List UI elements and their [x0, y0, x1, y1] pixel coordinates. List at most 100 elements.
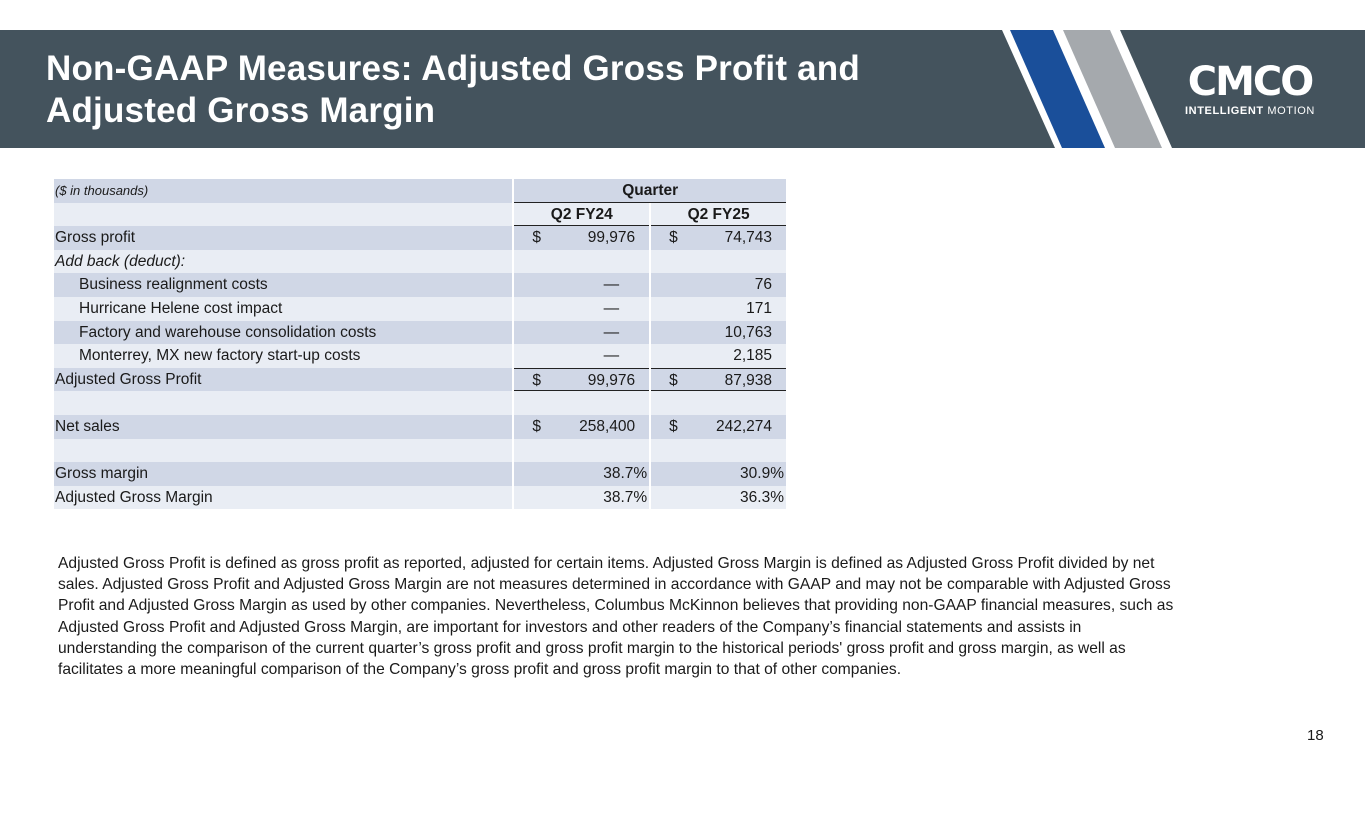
cell-value: 99,976 [587, 371, 636, 389]
blue-stripe [1010, 30, 1105, 148]
company-logo: CMCO INTELLIGENT MOTION [1185, 59, 1315, 117]
banner-right-panel [1120, 30, 1365, 148]
value-q2-fy24: — [514, 320, 650, 345]
footnote-line: Profit and Adjusted Gross Margin as used… [58, 597, 1174, 615]
currency-symbol: $ [669, 371, 678, 389]
value-q2-fy25: $74,743 [651, 226, 786, 250]
value-q2-fy25: 2,185 [651, 344, 787, 368]
footnote-line: understanding the comparison of the curr… [58, 639, 1126, 657]
row-label: Monterrey, MX new factory start-up costs [54, 344, 513, 368]
cell-value: 99,976 [587, 229, 636, 247]
title-line-2: Adjusted Gross Margin [46, 91, 436, 130]
footnote-line: sales. Adjusted Gross Profit and Adjuste… [58, 576, 1171, 594]
row-label: Adjusted Gross Profit [54, 367, 513, 392]
value-q2-fy25 [651, 438, 786, 463]
value-q2-fy25: 10,763 [651, 320, 787, 345]
footnote-paragraph: Adjusted Gross Profit is defined as gros… [58, 553, 1328, 680]
table-row: Net sales $258,400 $242,274 [54, 414, 786, 439]
banner-stripes [0, 30, 1365, 148]
currency-symbol: $ [532, 417, 541, 435]
cell-value: 38.7% [603, 465, 648, 483]
table-row: Gross profit $99,976 $74,743 [54, 226, 786, 250]
cell-value: 2,185 [733, 347, 773, 365]
row-label: Factory and warehouse consolidation cost… [54, 320, 513, 345]
table-row: Add back (deduct): [54, 249, 786, 274]
title-line-1: Non-GAAP Measures: Adjusted Gross Profit… [46, 49, 860, 88]
quarter-header: Quarter [514, 179, 786, 203]
table-header-row: ($ in thousands) Quarter [54, 179, 786, 203]
cell-value: — [603, 347, 620, 365]
row-label: Hurricane Helene cost impact [54, 296, 513, 321]
logo-tagline-bold: INTELLIGENT [1185, 105, 1264, 117]
row-label [54, 391, 513, 415]
row-label: Net sales [54, 414, 513, 439]
cell-value: 242,274 [715, 417, 772, 435]
banner-left-panel [0, 30, 1055, 148]
row-label: Adjusted Gross Margin [54, 485, 513, 510]
logo-tagline: INTELLIGENT MOTION [1185, 105, 1315, 117]
value-q2-fy24: — [514, 273, 650, 297]
table-column-header-row: Q2 FY24 Q2 FY25 [54, 202, 786, 227]
financial-table: ($ in thousands) Quarter Q2 FY24 Q2 FY25… [54, 179, 787, 510]
cell-value: 76 [754, 276, 773, 294]
logo-mark: CMCO [1187, 59, 1315, 105]
row-label: Business realignment costs [54, 273, 513, 297]
footnote-line: Adjusted Gross Profit is defined as gros… [58, 555, 1155, 572]
cell-value: — [603, 299, 620, 317]
table-row: Monterrey, MX new factory start-up costs… [54, 344, 787, 368]
table-row: Business realignment costs — 76 [54, 273, 787, 297]
value-q2-fy24: $99,976 [514, 226, 650, 250]
row-label: Gross profit [54, 226, 513, 250]
cell-value: 258,400 [579, 417, 636, 435]
cell-value: 36.3% [740, 488, 784, 506]
value-q2-fy25: 171 [651, 296, 787, 321]
logo-tagline-light: MOTION [1267, 105, 1315, 117]
column-header-q2-fy24: Q2 FY24 [514, 202, 650, 227]
row-label: Add back (deduct): [54, 249, 513, 274]
value-q2-fy24 [514, 391, 650, 415]
value-q2-fy24: $258,400 [514, 414, 650, 439]
currency-symbol: $ [532, 229, 541, 247]
row-label: Gross margin [54, 462, 513, 486]
table-row: Gross margin 38.7% 30.9% [54, 462, 786, 486]
cell-value: — [603, 323, 620, 341]
footnote-line: facilitates a more meaningful comparison… [58, 661, 902, 679]
cell-value: 74,743 [724, 229, 772, 247]
units-note: ($ in thousands) [54, 179, 513, 203]
value-q2-fy25: $242,274 [651, 414, 786, 439]
value-q2-fy25: $87,938 [651, 367, 786, 392]
page-number: 18 [1307, 727, 1324, 744]
table-row: Adjusted Gross Profit $99,976 $87,938 [54, 367, 786, 392]
cell-value: 38.7% [603, 488, 648, 506]
value-q2-fy24 [514, 438, 650, 463]
table-row: Hurricane Helene cost impact — 171 [54, 296, 787, 321]
table-row: Adjusted Gross Margin 38.7% 36.3% [54, 485, 786, 510]
table-row: Factory and warehouse consolidation cost… [54, 320, 787, 345]
title-banner: Non-GAAP Measures: Adjusted Gross Profit… [0, 30, 1365, 148]
currency-symbol: $ [532, 371, 541, 389]
row-label [54, 438, 513, 463]
value-q2-fy25: 30.9% [651, 462, 786, 486]
value-q2-fy24: 38.7% [514, 462, 650, 486]
cell-value: 30.9% [740, 465, 784, 483]
value-q2-fy25 [651, 391, 786, 415]
currency-symbol: $ [669, 417, 678, 435]
value-q2-fy25: 76 [651, 273, 787, 297]
value-q2-fy25 [651, 249, 786, 274]
page-title: Non-GAAP Measures: Adjusted Gross Profit… [46, 48, 860, 132]
cell-value: — [603, 276, 620, 294]
value-q2-fy24: $99,976 [514, 367, 650, 392]
value-q2-fy24 [514, 249, 650, 274]
gray-stripe [1063, 30, 1162, 148]
currency-symbol: $ [669, 229, 678, 247]
cell-value: 87,938 [724, 371, 772, 389]
table-row [54, 391, 786, 415]
column-header-q2-fy25: Q2 FY25 [651, 202, 786, 227]
cell-value: 171 [746, 299, 773, 317]
value-q2-fy24: — [514, 344, 650, 368]
empty-cell [54, 202, 513, 227]
value-q2-fy24: 38.7% [514, 485, 650, 510]
table-row [54, 438, 786, 463]
footnote-line: Adjusted Gross Profit and Adjusted Gross… [58, 618, 1082, 636]
cell-value: 10,763 [724, 323, 773, 341]
